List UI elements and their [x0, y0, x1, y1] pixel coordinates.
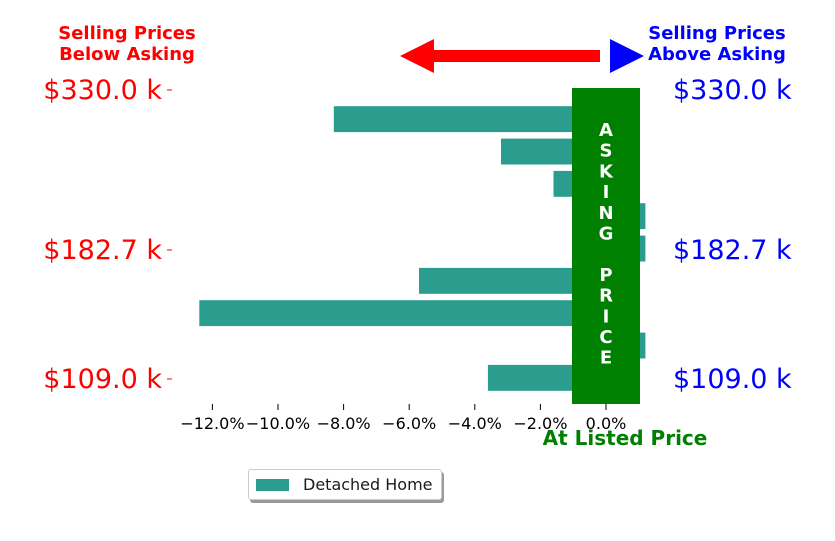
direction-arrow	[400, 39, 644, 73]
bar	[333, 106, 606, 133]
asking-price-letter: A	[599, 120, 613, 141]
title-above-line2: Above Asking	[648, 44, 786, 65]
legend-swatch	[256, 478, 289, 491]
y-tick-label-above: $182.7 k	[673, 235, 792, 266]
x-axis: −12.0% −10.0% −8.0% −6.0% −4.0% −2.0% 0.0%	[180, 404, 626, 433]
title-above-line1: Selling Prices	[648, 23, 785, 44]
legend-label: Detached Home	[303, 475, 433, 494]
x-tick-label: −10.0%	[246, 414, 310, 433]
asking-price-letter: N	[598, 203, 613, 224]
x-tick-label: −12.0%	[180, 414, 244, 433]
x-tick-label: −2.0%	[513, 414, 567, 433]
x-tick-label: −4.0%	[448, 414, 502, 433]
x-tick-label: −6.0%	[382, 414, 436, 433]
title-below-line1: Selling Prices	[58, 23, 195, 44]
asking-price-letter: P	[599, 265, 612, 286]
bar	[199, 300, 607, 327]
y-tick-label-below: $330.0 k	[43, 75, 162, 106]
asking-price-letter: G	[599, 224, 614, 245]
y-axis-labels: $330.0 k $330.0 k $182.7 k $182.7 k $109.0 k…	[43, 75, 792, 395]
asking-price-letter: I	[603, 182, 610, 203]
title-below-line2: Below Asking	[59, 44, 195, 65]
y-tick-label-above: $330.0 k	[673, 75, 792, 106]
y-tick-label-below: $182.7 k	[43, 235, 162, 266]
arrow-right-blue	[610, 39, 644, 73]
legend: Detached Home	[248, 469, 442, 500]
asking-price-band	[572, 88, 640, 404]
x-tick-label: 0.0%	[586, 414, 627, 433]
y-tick-label-below: $109.0 k	[43, 364, 162, 395]
arrow-left-red	[400, 39, 600, 73]
asking-price-letter: R	[599, 286, 613, 307]
x-tick-label: −8.0%	[317, 414, 371, 433]
asking-price-letter: E	[600, 348, 612, 369]
x-axis-label: At Listed Price	[543, 426, 708, 450]
asking-price-letter: C	[599, 327, 612, 348]
asking-price-letter: K	[599, 161, 614, 182]
asking-price-letter: I	[603, 306, 610, 327]
asking-price-letter: S	[600, 141, 613, 162]
y-tick-label-above: $109.0 k	[673, 364, 792, 395]
